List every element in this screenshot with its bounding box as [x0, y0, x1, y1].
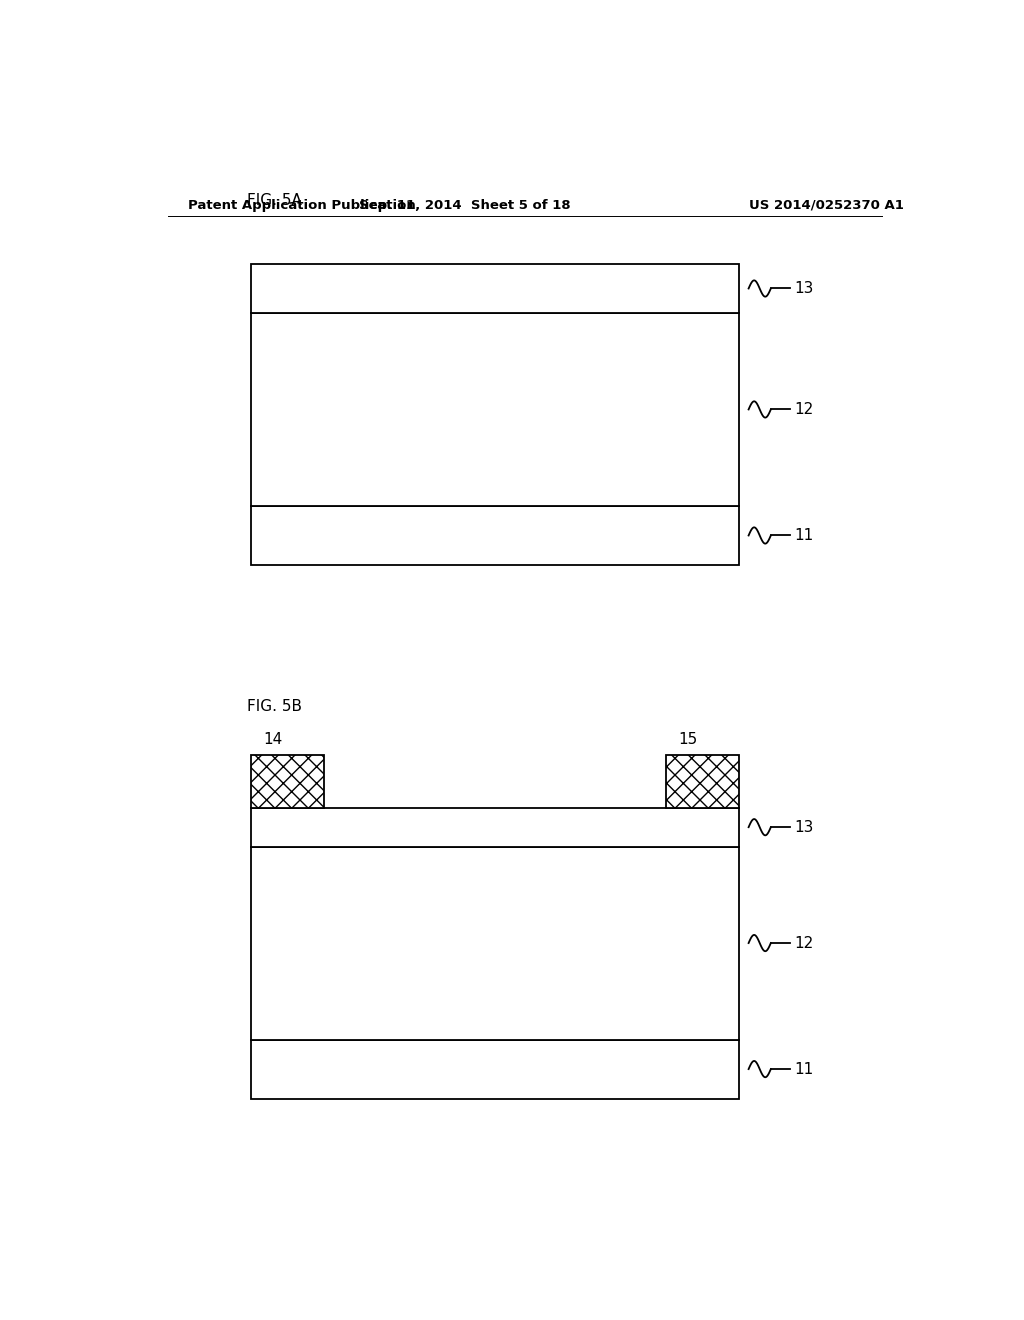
Bar: [666, 755, 739, 808]
Bar: [251, 755, 324, 808]
Text: 11: 11: [794, 528, 813, 543]
Bar: [251, 506, 739, 565]
Text: 11: 11: [794, 1061, 813, 1077]
Text: 12: 12: [794, 936, 813, 950]
Bar: [666, 755, 739, 808]
Bar: [251, 846, 739, 1040]
Bar: [251, 755, 324, 808]
Bar: [251, 1040, 739, 1098]
Text: 13: 13: [794, 281, 813, 296]
Text: FIG. 5B: FIG. 5B: [247, 700, 302, 714]
Bar: [251, 313, 739, 506]
Bar: [251, 808, 739, 846]
Text: Sep. 11, 2014  Sheet 5 of 18: Sep. 11, 2014 Sheet 5 of 18: [359, 198, 571, 211]
Text: 14: 14: [263, 731, 283, 747]
Text: 12: 12: [794, 403, 813, 417]
Text: 13: 13: [794, 820, 813, 834]
Bar: [251, 264, 739, 313]
Text: FIG. 5A: FIG. 5A: [247, 193, 302, 209]
Text: US 2014/0252370 A1: US 2014/0252370 A1: [749, 198, 904, 211]
Text: 15: 15: [678, 731, 697, 747]
Text: Patent Application Publication: Patent Application Publication: [187, 198, 416, 211]
